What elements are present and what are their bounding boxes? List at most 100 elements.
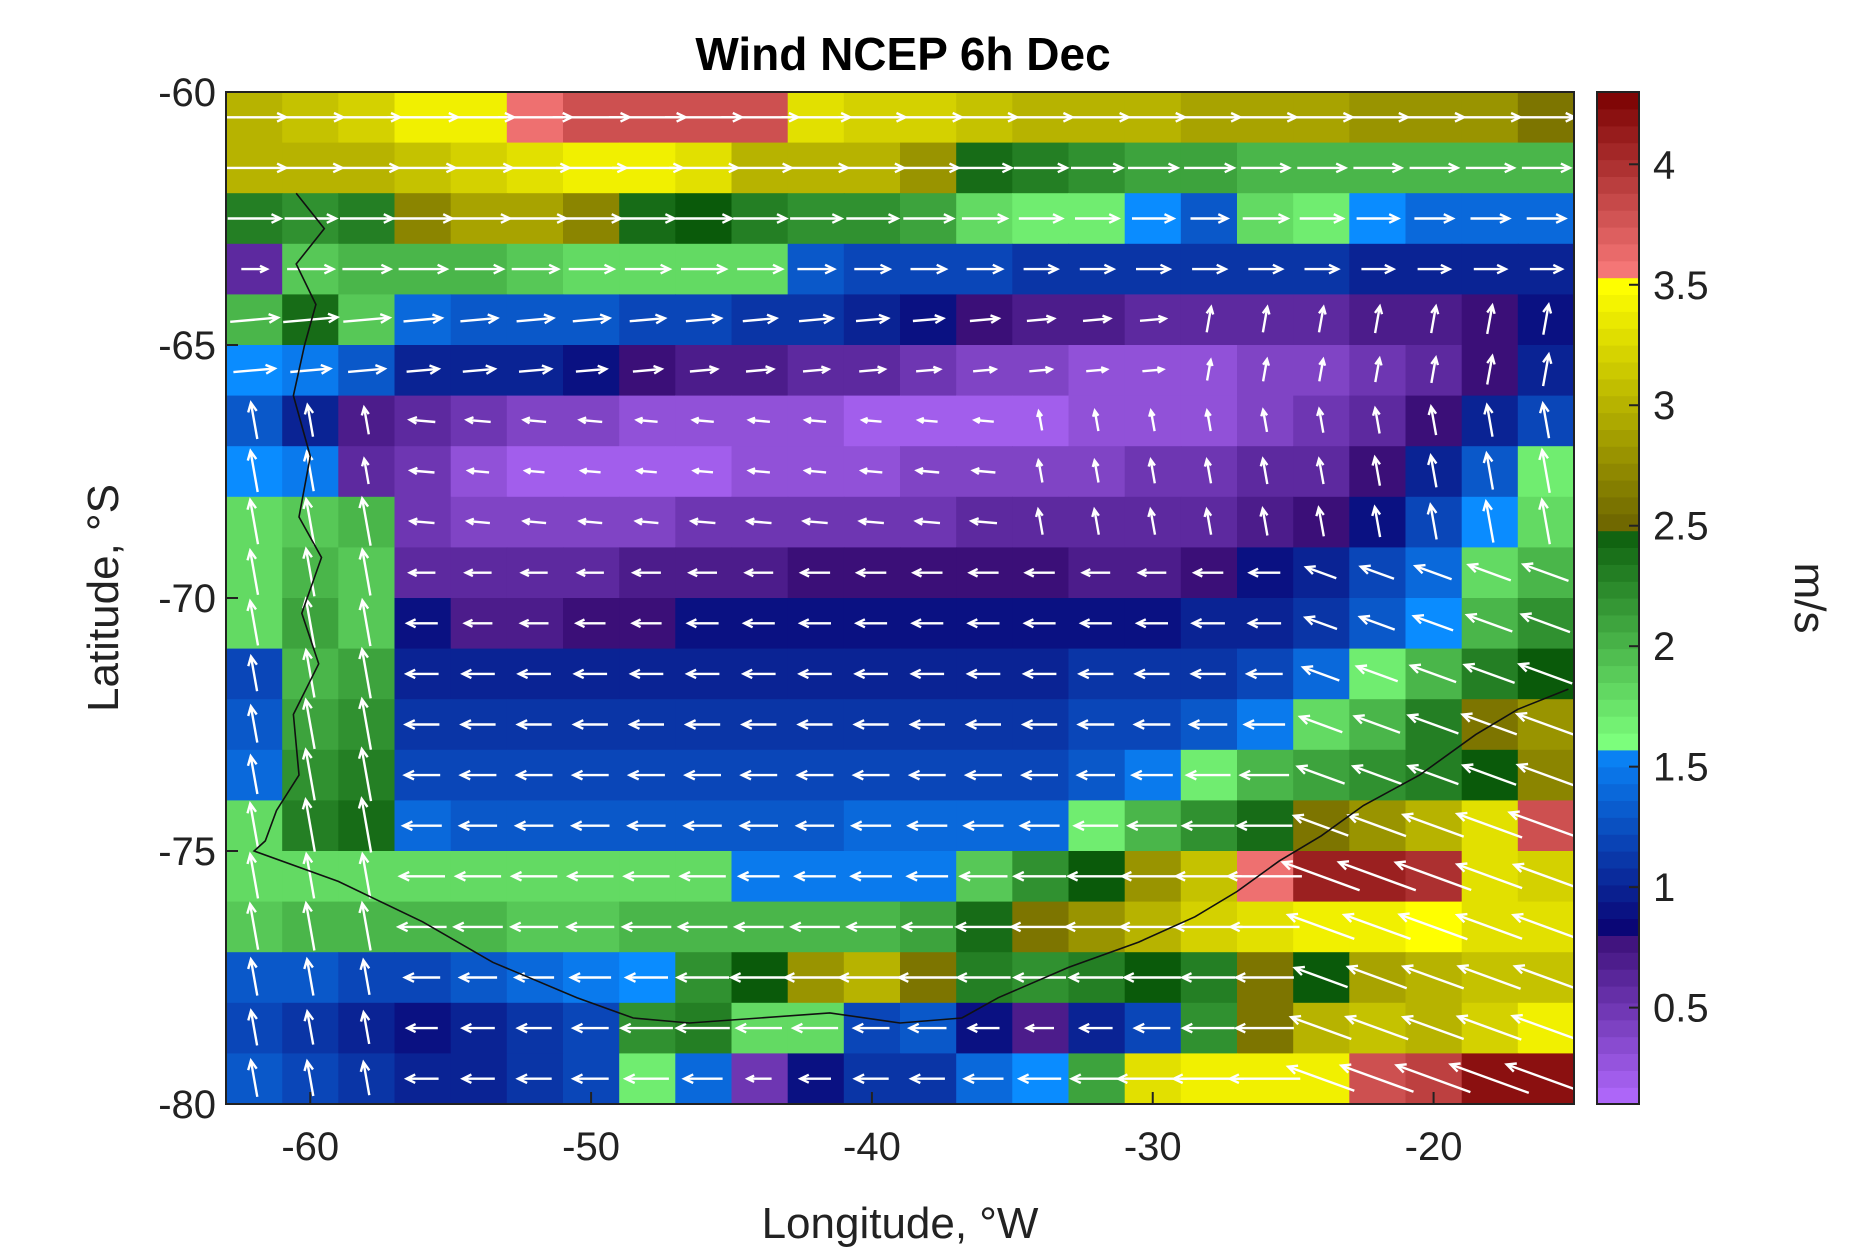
wind-arrow (1259, 456, 1269, 485)
colorbar-segment (1597, 699, 1639, 717)
wind-arrow (1023, 567, 1055, 578)
colorbar-segment (1597, 884, 1639, 903)
colorbar-segment (1597, 1036, 1639, 1054)
coastline-line (252, 192, 1569, 1024)
wind-arrow (683, 769, 721, 781)
wind-arrow (453, 870, 502, 882)
colorbar-segment (1597, 1053, 1639, 1071)
wind-arrow (1130, 769, 1173, 781)
wind-arrow (1412, 563, 1453, 581)
wind-arrow (797, 1073, 831, 1084)
wind-arrow (1012, 870, 1066, 882)
wind-arrow (1394, 1063, 1471, 1094)
wind-arrow (343, 312, 393, 324)
wind-arrow (457, 820, 498, 832)
wind-arrow (246, 598, 260, 646)
wind-arrow (1142, 366, 1166, 374)
wind-arrow (397, 870, 445, 882)
wind-arrow (685, 618, 719, 629)
wind-arrow (961, 213, 1010, 224)
wind-arrow (633, 517, 659, 526)
wind-arrow (859, 416, 882, 425)
wind-arrow (1205, 357, 1214, 381)
wind-arrow (955, 972, 1011, 983)
wind-arrow (1526, 213, 1568, 224)
wind-arrow (620, 213, 678, 224)
wind-arrow (1147, 457, 1156, 484)
wind-arrow (290, 363, 333, 375)
wind-arrow (626, 769, 665, 781)
wind-arrow (793, 870, 836, 882)
wind-arrow (632, 364, 665, 375)
colorbar-segment (1597, 766, 1639, 785)
wind-arrow (1133, 668, 1170, 680)
wind-arrow (681, 263, 729, 275)
wind-arrow (1180, 820, 1235, 832)
y-axis-ticks: -60 -65 -70 -75 -80 (158, 71, 238, 1127)
colorbar-label: m/s (1785, 563, 1834, 634)
wind-arrow (797, 668, 832, 680)
wind-arrow (1132, 719, 1171, 730)
wind-arrow (1341, 912, 1411, 941)
wind-arrow (629, 313, 668, 325)
wind-arrow (903, 213, 956, 224)
wind-arrow (1204, 408, 1212, 432)
wind-arrow (398, 263, 450, 275)
wind-arrow (359, 1009, 371, 1045)
wind-arrow (404, 618, 438, 629)
wind-arrow (247, 703, 259, 743)
wind-arrow (1126, 820, 1177, 832)
wind-arrow (521, 517, 547, 526)
wind-arrow (511, 263, 561, 275)
wind-arrow (1280, 860, 1361, 892)
wind-arrow (1411, 614, 1454, 632)
wind-arrow (403, 719, 440, 730)
wind-arrow (854, 263, 893, 275)
wind-arrow (1192, 263, 1229, 275)
wind-arrow (967, 567, 999, 578)
wind-arrow (1414, 213, 1456, 224)
wind-arrow (1456, 964, 1522, 990)
wind-arrow (465, 467, 490, 475)
wind-arrow (623, 972, 668, 983)
wind-arrow (1191, 567, 1224, 578)
x-tick-label: -30 (1124, 1125, 1182, 1169)
wind-arrow (358, 495, 372, 546)
wind-arrow (794, 820, 835, 832)
wind-arrow (683, 719, 721, 730)
wind-arrow (1454, 862, 1523, 890)
colorbar-segment (1597, 867, 1639, 886)
wind-arrow (954, 921, 1012, 933)
wind-arrow (802, 365, 832, 375)
wind-arrow (347, 363, 388, 375)
wind-arrow (896, 972, 957, 983)
wind-arrow (230, 312, 281, 324)
wind-arrow (906, 1022, 947, 1034)
wind-arrow (969, 314, 1002, 324)
wind-arrow (913, 517, 941, 526)
wind-arrow (515, 1022, 552, 1034)
wind-arrow (1119, 870, 1184, 882)
wind-arrow (462, 618, 493, 628)
colorbar-segment (1597, 328, 1639, 346)
wind-arrow (573, 618, 606, 629)
wind-arrow (358, 900, 372, 951)
wind-arrow (1023, 263, 1060, 275)
wind-arrow (571, 719, 608, 730)
wind-arrow (303, 402, 315, 437)
wind-arrow (521, 416, 547, 425)
wind-arrow (802, 467, 827, 475)
wind-arrow (464, 517, 491, 526)
colorbar-segment (1597, 496, 1639, 515)
wind-arrow (1184, 769, 1231, 781)
colorbar-segment (1597, 732, 1639, 751)
wind-arrow (515, 719, 552, 730)
wind-arrow (958, 870, 1008, 882)
wind-arrow (1008, 921, 1070, 933)
wind-arrow (1542, 301, 1553, 335)
wind-arrow (452, 921, 503, 933)
wind-arrow (1299, 213, 1346, 224)
colorbar-tick-label: 3 (1653, 384, 1675, 428)
wind-arrow (1538, 400, 1551, 439)
wind-arrow (846, 213, 901, 224)
